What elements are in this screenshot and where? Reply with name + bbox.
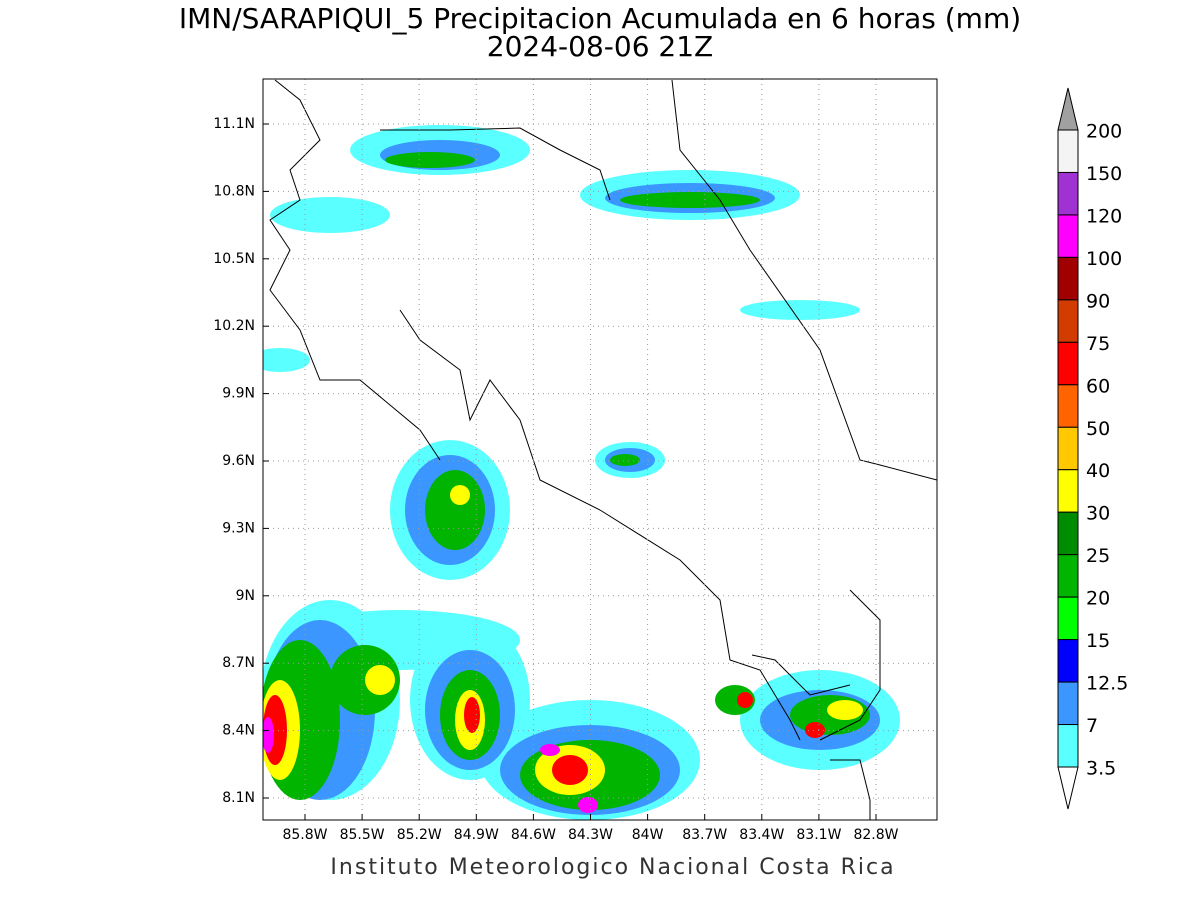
lon-tick-label: 84W bbox=[632, 827, 664, 843]
colorbar-label: 12.5 bbox=[1086, 673, 1128, 695]
colorbar-label: 7 bbox=[1086, 715, 1098, 737]
colorbar-label: 60 bbox=[1086, 375, 1110, 397]
lon-tick-label: 85.5W bbox=[340, 827, 385, 843]
lat-tick-label: 10.5N bbox=[213, 251, 255, 267]
colorbar-label: 20 bbox=[1086, 588, 1110, 610]
colorbar-swatch bbox=[1057, 426, 1079, 471]
colorbar-label: 150 bbox=[1086, 163, 1122, 185]
subtitle: 2024-08-06 21Z bbox=[487, 30, 713, 63]
colorbar-lower-arrow bbox=[1057, 766, 1079, 810]
colorbar-swatch bbox=[1057, 639, 1079, 683]
colorbar: 200 150 120 100 90 75 60 50 40 30 25 20 15 12.5 7 3.5 bbox=[1057, 87, 1128, 810]
colorbar-swatch bbox=[1057, 384, 1079, 428]
colorbar-swatch bbox=[1057, 511, 1079, 556]
lat-tick-label: 8.4N bbox=[222, 723, 255, 739]
colorbar-label: 100 bbox=[1086, 248, 1122, 270]
colorbar-swatch bbox=[1057, 681, 1079, 726]
colorbar-label: 30 bbox=[1086, 503, 1110, 525]
precip-field bbox=[263, 79, 937, 820]
lon-tick-label: 83.4W bbox=[739, 827, 784, 843]
colorbar-swatch bbox=[1057, 724, 1079, 768]
lon-tick-label: 82.8W bbox=[853, 827, 898, 843]
colorbar-swatch bbox=[1057, 596, 1079, 641]
colorbar-swatch bbox=[1057, 299, 1079, 343]
colorbar-swatch bbox=[1057, 554, 1079, 598]
lon-tick-label: 84.9W bbox=[454, 827, 499, 843]
lat-tick-label: 9N bbox=[236, 588, 255, 604]
colorbar-label: 120 bbox=[1086, 205, 1122, 227]
colorbar-swatch bbox=[1057, 171, 1079, 216]
colorbar-label: 200 bbox=[1086, 121, 1122, 143]
lat-tick-label: 8.1N bbox=[222, 790, 255, 806]
lat-tick-label: 9.3N bbox=[222, 520, 255, 536]
map-frame bbox=[262, 78, 938, 821]
lon-tick-label: 83.7W bbox=[682, 827, 727, 843]
colorbar-swatch bbox=[1057, 129, 1079, 173]
colorbar-label: 25 bbox=[1086, 545, 1110, 567]
colorbar-swatch bbox=[1057, 341, 1079, 386]
colorbar-label: 3.5 bbox=[1086, 758, 1116, 780]
lat-tick-label: 8.7N bbox=[222, 655, 255, 671]
lat-tick-label: 9.6N bbox=[222, 453, 255, 469]
lon-tick-label: 83.1W bbox=[796, 827, 841, 843]
colorbar-swatch bbox=[1057, 256, 1079, 301]
lat-tick-label: 11.1N bbox=[213, 116, 255, 132]
lat-tick-label: 10.8N bbox=[213, 183, 255, 199]
colorbar-label: 15 bbox=[1086, 630, 1110, 652]
lon-tick-label: 84.3W bbox=[568, 827, 613, 843]
colorbar-swatch bbox=[1057, 214, 1079, 258]
graticule: 11.1N 10.8N 10.5N 10.2N 9.9N 9.6N 9.3N 9N 8.7N 8.… bbox=[213, 79, 937, 843]
colorbar-label: 50 bbox=[1086, 418, 1110, 440]
lon-tick-label: 84.6W bbox=[511, 827, 556, 843]
footer: Instituto Meteorologico Nacional Costa R… bbox=[330, 855, 895, 880]
title: IMN/SARAPIQUI_5 Precipitacion Acumulada … bbox=[179, 2, 1021, 35]
colorbar-label: 90 bbox=[1086, 290, 1110, 312]
colorbar-label: 75 bbox=[1086, 333, 1110, 355]
colorbar-upper-arrow bbox=[1057, 87, 1079, 131]
lat-tick-label: 9.9N bbox=[222, 386, 255, 402]
lat-tick-label: 10.2N bbox=[213, 318, 255, 334]
colorbar-label: 40 bbox=[1086, 460, 1110, 482]
lon-tick-label: 85.8W bbox=[282, 827, 327, 843]
lon-tick-label: 85.2W bbox=[397, 827, 442, 843]
colorbar-swatch bbox=[1057, 469, 1079, 513]
